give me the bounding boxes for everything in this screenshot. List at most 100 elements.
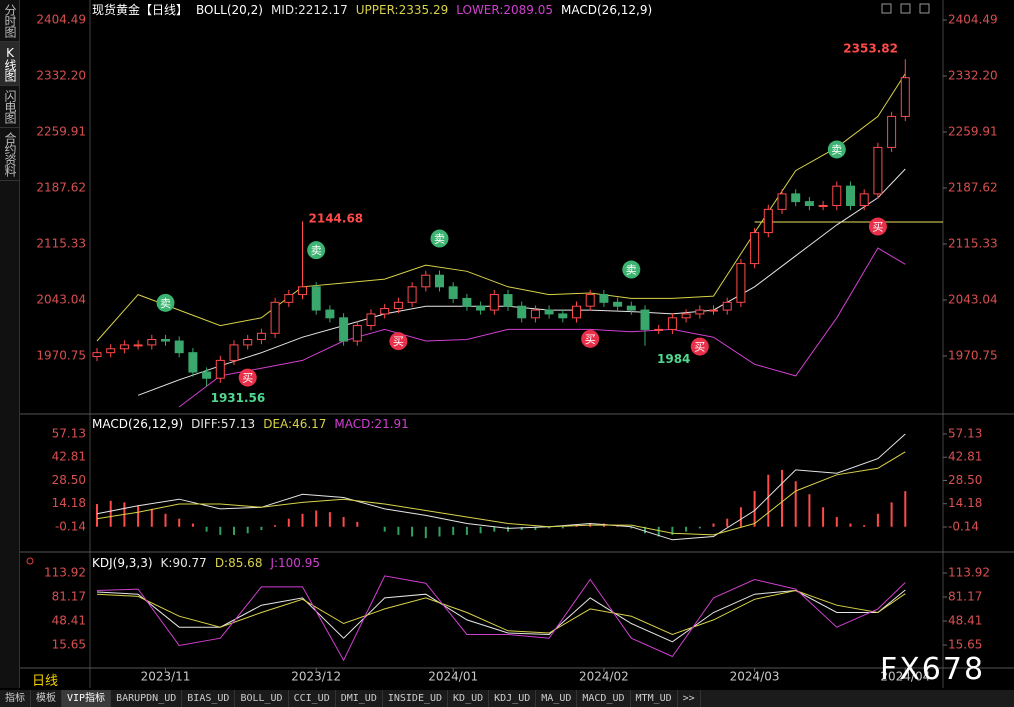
window-icon[interactable] xyxy=(919,3,930,14)
sell-signal xyxy=(622,260,641,279)
candle-body xyxy=(161,338,170,342)
y-tick-label: 2115.33 xyxy=(36,236,86,250)
y-tick-label: 2332.20 xyxy=(948,68,998,82)
toolbar-tab[interactable]: INSIDE_UD xyxy=(383,690,449,707)
toolbar-tab[interactable]: KD_UD xyxy=(448,690,490,707)
signal-label: 卖 xyxy=(831,143,842,156)
toolbar-tab[interactable]: 指标 xyxy=(0,690,31,707)
candle-body xyxy=(270,301,280,334)
y-tick-label: 2043.04 xyxy=(948,292,998,306)
window-icon[interactable] xyxy=(900,3,911,14)
indicator-line xyxy=(178,247,906,408)
toolbar-tab[interactable]: BIAS_UD xyxy=(182,690,236,707)
candle-body xyxy=(517,305,527,319)
y-tick-label: 81.17 xyxy=(948,590,982,604)
candle-body xyxy=(229,344,239,361)
y-tick-label: -0.14 xyxy=(948,520,979,534)
toolbar-tab[interactable]: BARUPDN_UD xyxy=(111,690,183,707)
kdj-header: KDJ(9,3,3) K:90.77 D:85.68 J:100.95 xyxy=(92,555,320,571)
indicator-line xyxy=(137,168,906,396)
candle-body xyxy=(284,294,294,303)
legend-entry: D:85.68 xyxy=(214,556,263,570)
candle-body xyxy=(243,338,253,346)
period-label[interactable]: 日线 xyxy=(32,674,59,689)
candle-body xyxy=(147,338,157,346)
sidebar: 分时图 K线图 闪电图 合约资料 xyxy=(0,0,20,688)
toolbar-tab[interactable]: DMI_UD xyxy=(336,690,383,707)
toolbar: 指标 模板 VIP指标 BARUPDN_UD BIAS_UD BOLL_UD CCI_UD D… xyxy=(0,690,1014,707)
legend-entry: MID:2212.17 xyxy=(270,3,348,17)
toolbar-tab[interactable]: >> xyxy=(678,690,701,707)
candle-body xyxy=(256,332,266,340)
sidebar-tab[interactable]: 闪电图 xyxy=(0,86,19,128)
legend-entry: DEA:46.17 xyxy=(263,417,327,431)
candle-body xyxy=(791,193,801,203)
toolbar-tab[interactable]: 模板 xyxy=(31,690,62,707)
sidebar-tab[interactable]: 合约资料 xyxy=(0,128,19,181)
watermark: FX678 xyxy=(880,652,986,687)
sidebar-tab[interactable]: 分时图 xyxy=(0,0,19,42)
signal-label: 卖 xyxy=(434,233,445,246)
candle-body xyxy=(709,309,718,312)
candle-body xyxy=(174,340,184,354)
toolbar-tab[interactable]: MTM_UD xyxy=(631,690,678,707)
candle-body xyxy=(846,185,855,206)
candle-body xyxy=(900,77,910,117)
y-tick-label: 113.92 xyxy=(44,566,86,580)
candle-body xyxy=(503,294,513,307)
y-tick-label: 81.17 xyxy=(52,590,86,604)
y-tick-label: 2187.62 xyxy=(948,180,998,194)
settings-icon[interactable] xyxy=(26,557,34,565)
toolbar-tab[interactable]: CCI_UD xyxy=(289,690,336,707)
signal-label: 买 xyxy=(694,341,705,354)
signal-label: 卖 xyxy=(311,244,322,257)
candle-body xyxy=(92,352,102,358)
toolbar-tab[interactable]: KDJ_UD xyxy=(489,690,537,707)
toolbar-tab[interactable]: VIP指标 xyxy=(62,690,112,707)
toolbar-tab[interactable]: MACD_UD xyxy=(577,690,631,707)
candle-body xyxy=(558,313,568,319)
candle-body xyxy=(804,201,814,206)
legend-entry: K:90.77 xyxy=(160,556,207,570)
toolbar-tab[interactable]: BOLL_UD xyxy=(235,690,289,707)
candle-body xyxy=(613,301,623,307)
window-icon[interactable] xyxy=(881,3,892,14)
candle-body xyxy=(380,308,390,315)
candle-body xyxy=(202,371,212,379)
candle-body xyxy=(763,208,773,234)
price-annotation: 2353.82 xyxy=(843,42,898,56)
candle-body xyxy=(133,344,143,347)
candle-body xyxy=(626,305,636,311)
y-tick-label: 15.65 xyxy=(52,638,86,652)
candle-body xyxy=(435,274,444,288)
candle-body xyxy=(106,348,116,354)
panel-title: MACD(26,12,9) xyxy=(92,417,184,431)
y-tick-label: 2187.62 xyxy=(36,180,86,194)
candle-body xyxy=(818,204,828,207)
candle-body xyxy=(215,359,225,379)
sell-signal xyxy=(156,293,175,312)
sell-signal xyxy=(430,229,449,248)
price-annotation: 1984 xyxy=(657,352,690,366)
legend-entry: MACD:21.91 xyxy=(334,417,409,431)
toolbar-tab[interactable]: MA_UD xyxy=(536,690,578,707)
sidebar-tab[interactable]: K线图 xyxy=(0,42,19,86)
y-tick-label: 42.81 xyxy=(52,450,86,464)
signal-label: 卖 xyxy=(160,297,171,310)
candle-body xyxy=(298,286,307,296)
candle-body xyxy=(654,328,664,331)
price-annotation: 1931.56 xyxy=(211,391,266,405)
candle-body xyxy=(832,185,842,206)
y-tick-label: 15.65 xyxy=(948,638,982,652)
legend-entry: DIFF:57.13 xyxy=(191,417,256,431)
candle-body xyxy=(393,301,403,310)
y-tick-label: 2259.91 xyxy=(948,124,998,138)
candle-body xyxy=(640,309,650,330)
y-tick-label: -0.14 xyxy=(55,520,86,534)
candle-body xyxy=(695,309,705,315)
candle-body xyxy=(859,193,869,206)
candle-body xyxy=(777,193,787,210)
y-tick-label: 2404.49 xyxy=(948,13,998,27)
